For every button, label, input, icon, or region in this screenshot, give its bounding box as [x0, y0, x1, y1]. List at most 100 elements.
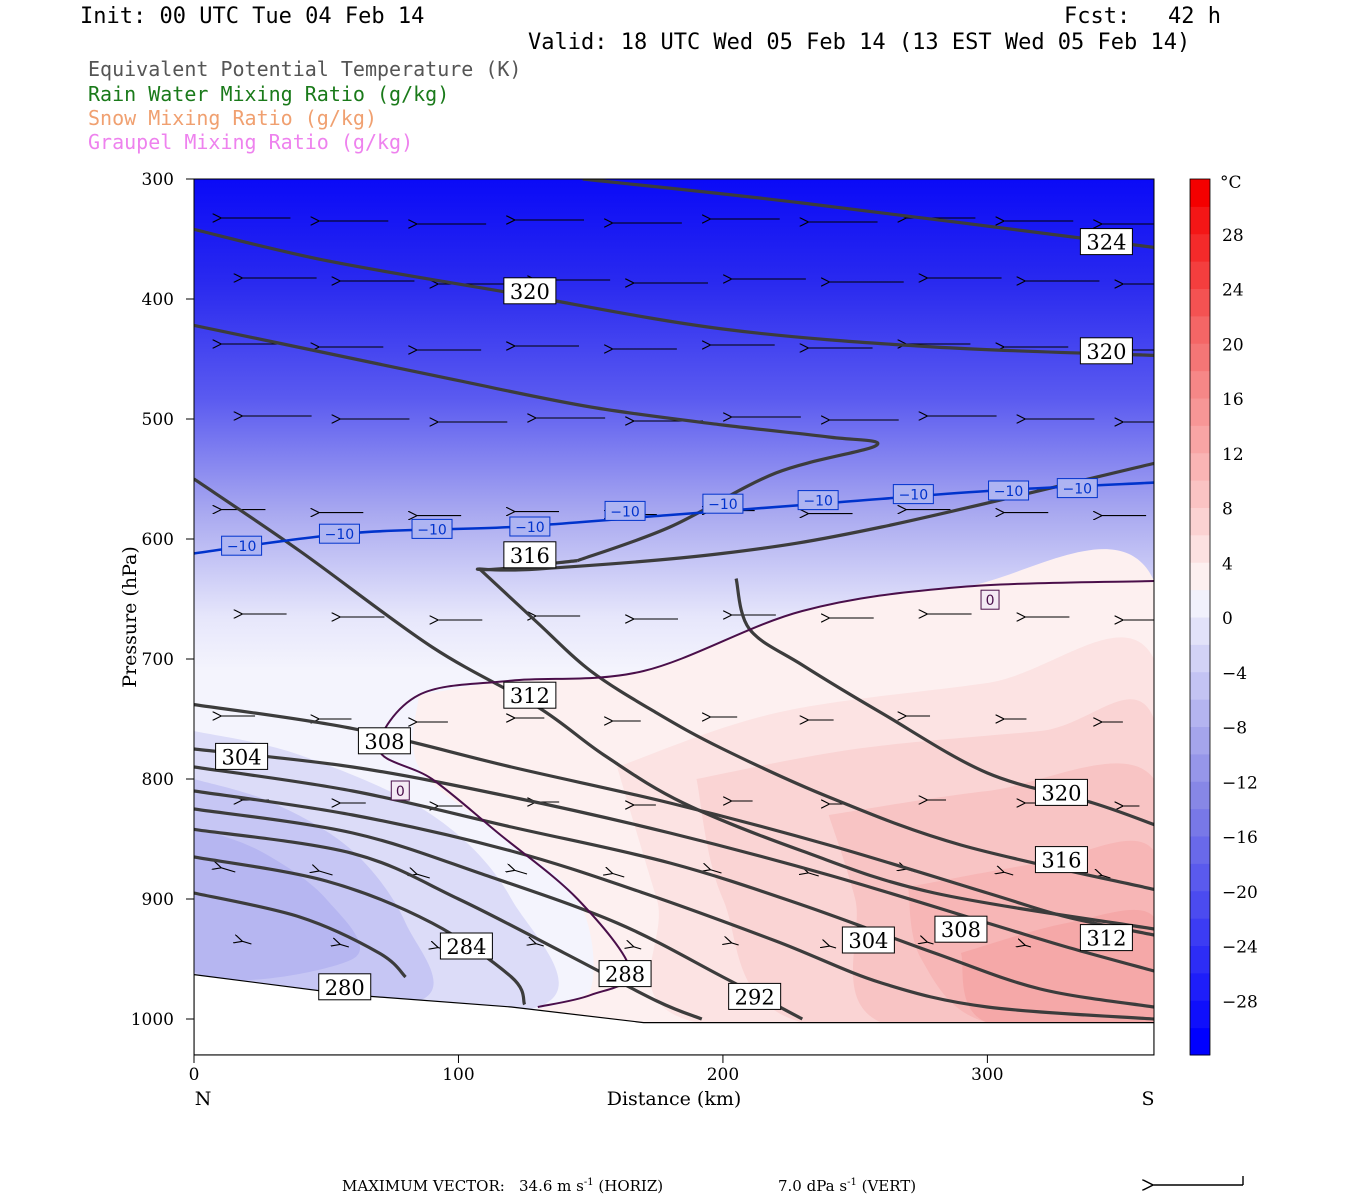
isotherm-label: −10: [515, 520, 545, 536]
legend-graupel: Graupel Mixing Ratio (g/kg): [88, 130, 414, 154]
isotherm-label: −10: [803, 494, 833, 510]
y-tick-label: 600: [142, 530, 174, 550]
y-tick-label: 1000: [131, 1010, 174, 1030]
y-tick-label: 500: [142, 410, 174, 430]
theta-e-label-box: [841, 926, 895, 954]
isotherm-0: [378, 580, 1154, 1008]
colorbar-bin: [1190, 507, 1210, 536]
theta-e-contour-300: [194, 789, 1154, 1021]
theta-e-contour-316: [475, 461, 1154, 572]
wind-vector: [829, 946, 837, 949]
theta-e-label-box: [1079, 924, 1133, 952]
colorbar-frame: [1189, 178, 1211, 1056]
colorbar-bin: [1190, 398, 1210, 426]
colorbar-tick-label: −8: [1222, 719, 1247, 739]
isotherm-label-box: [892, 484, 934, 505]
colorbar-tick-label: 8: [1222, 500, 1233, 520]
colorbar-bin: [1190, 1000, 1210, 1029]
wind-vector: [514, 870, 528, 875]
wind-vector: [1024, 945, 1032, 947]
theta-e-label: 284: [446, 935, 486, 959]
wind-vector: [808, 873, 819, 877]
theta-e-label: 312: [1086, 927, 1126, 951]
terrain-mask: [194, 973, 1154, 1055]
colorbar-tick-label: −28: [1222, 992, 1258, 1012]
valid-time: Valid: 18 UTC Wed 05 Feb 14 (13 EST Wed …: [528, 30, 1191, 55]
max-vector-label: MAXIMUM VECTOR:: [342, 1177, 505, 1195]
colorbar-bin: [1190, 808, 1210, 837]
colorbar-bin: [1190, 206, 1210, 235]
x-tick-label: 0: [189, 1065, 200, 1085]
theta-e-contour-320: [194, 227, 1154, 357]
isotherm-label-box: [797, 490, 839, 511]
colorbar-tick-label: −16: [1222, 828, 1258, 848]
isotherm-label-box: [604, 500, 646, 521]
theta-e-contour-324: [582, 179, 1154, 249]
theta-e-label: 288: [605, 963, 645, 987]
theta-e-label: 320: [1086, 340, 1126, 364]
isotherm-label-box: [318, 523, 360, 544]
isotherm-label-box: [509, 516, 551, 537]
colorbar-bin: [1190, 617, 1210, 645]
max-vector-horiz: 34.6 m s-1 (HORIZ): [519, 1177, 664, 1195]
colorbar-tick-label: 4: [1222, 554, 1233, 574]
plot-frame: [193, 178, 1155, 1056]
colorbar-bin: [1190, 753, 1210, 782]
theta-e-contour-320: [734, 578, 1154, 827]
wind-vector: [242, 941, 252, 945]
legend-snow: Snow Mixing Ratio (g/kg): [88, 106, 377, 130]
wind-vector: [710, 869, 722, 874]
colorbar-bin: [1190, 425, 1210, 454]
theta-e-label: 312: [510, 684, 550, 708]
wind-vector: [612, 873, 625, 878]
wind-vector: [1101, 875, 1111, 879]
colorbar-tick-label: 12: [1222, 445, 1244, 465]
wind-vector: [339, 944, 350, 948]
colorbar-bin: [1190, 288, 1210, 317]
wind-vector: [318, 871, 333, 876]
colorbar-tick-label: 0: [1222, 609, 1233, 629]
x-tick-label: 100: [442, 1065, 474, 1085]
colorbar-bin: [1190, 1027, 1210, 1056]
colorbar-bin: [1190, 671, 1210, 700]
isotherm-label-box: [390, 780, 410, 801]
theta-e-label: 316: [1041, 849, 1081, 873]
isotherm-label-box: [221, 535, 263, 556]
theta-e-label-box: [1034, 778, 1088, 806]
endpoint-south: S: [1141, 1088, 1154, 1110]
colorbar-bin: [1190, 781, 1210, 810]
wind-vector: [416, 874, 430, 879]
x-tick-label: 200: [707, 1065, 739, 1085]
isotherm-label: −10: [994, 484, 1024, 500]
isotherm-label: −10: [417, 522, 447, 538]
forecast-hour-label: Fcst:: [1064, 4, 1131, 29]
colorbar-bin: [1190, 315, 1210, 344]
theta-e-label-box: [318, 973, 372, 1001]
colorbar-bin: [1190, 589, 1210, 618]
wind-vector: [927, 942, 934, 945]
theta-e-label-box: [1034, 846, 1088, 874]
y-tick-label: 400: [142, 290, 174, 310]
colorbar-tick-label: −20: [1222, 883, 1258, 903]
colorbar-tick-label: 24: [1222, 281, 1244, 301]
isotherm-label: −10: [1063, 482, 1093, 498]
colorbar-bin: [1190, 863, 1210, 892]
isotherm-label: 0: [396, 784, 405, 800]
terrain: [194, 973, 1154, 1055]
y-tick-label: 300: [142, 170, 174, 190]
colorbar-tick-label: 20: [1222, 335, 1244, 355]
colorbar-bin: [1190, 480, 1210, 508]
theta-e-label-box: [1079, 337, 1133, 365]
colorbar-bin: [1190, 972, 1210, 1001]
max-vector-vert: 7.0 dPa s-1 (VERT): [778, 1177, 917, 1195]
theta-e-label: 292: [735, 985, 775, 1009]
theta-e-label: 316: [510, 544, 550, 568]
theta-e-contour-296: [194, 807, 804, 1021]
wind-vector: [220, 868, 236, 873]
colorbar-tick-label: −4: [1222, 664, 1247, 684]
isotherm-label: −10: [325, 527, 355, 543]
theta-e-label: 324: [1086, 231, 1126, 255]
wind-vector: [535, 943, 544, 947]
theta-e-label: 320: [1041, 781, 1081, 805]
